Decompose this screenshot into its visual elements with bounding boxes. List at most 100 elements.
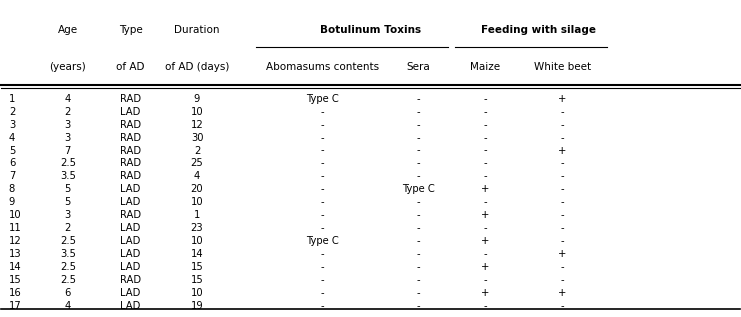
Text: +: + <box>558 94 567 104</box>
Text: 6: 6 <box>64 288 71 298</box>
Text: -: - <box>416 236 420 246</box>
Text: 20: 20 <box>190 184 203 194</box>
Text: 3.5: 3.5 <box>60 249 76 259</box>
Text: 13: 13 <box>9 249 21 259</box>
Text: White beet: White beet <box>534 62 591 72</box>
Text: Botulinum Toxins: Botulinum Toxins <box>320 25 421 35</box>
Text: of AD: of AD <box>116 62 144 72</box>
Text: -: - <box>561 275 564 285</box>
Text: -: - <box>321 171 325 181</box>
Text: -: - <box>561 210 564 220</box>
Text: 3: 3 <box>64 120 71 130</box>
Text: 4: 4 <box>9 133 15 143</box>
Text: -: - <box>483 171 487 181</box>
Text: 7: 7 <box>64 146 71 156</box>
Text: 16: 16 <box>9 288 21 298</box>
Text: -: - <box>561 301 564 311</box>
Text: -: - <box>483 249 487 259</box>
Text: -: - <box>483 223 487 233</box>
Text: -: - <box>561 171 564 181</box>
Text: -: - <box>416 275 420 285</box>
Text: 4: 4 <box>194 171 200 181</box>
Text: -: - <box>416 223 420 233</box>
Text: -: - <box>483 107 487 117</box>
Text: -: - <box>321 223 325 233</box>
Text: -: - <box>561 262 564 272</box>
Text: Age: Age <box>58 25 78 35</box>
Text: LAD: LAD <box>120 262 141 272</box>
Text: 2: 2 <box>9 107 15 117</box>
Text: LAD: LAD <box>120 107 141 117</box>
Text: 2.5: 2.5 <box>60 158 76 169</box>
Text: 10: 10 <box>9 210 21 220</box>
Text: of AD (days): of AD (days) <box>165 62 229 72</box>
Text: 3.5: 3.5 <box>60 171 76 181</box>
Text: -: - <box>321 262 325 272</box>
Text: -: - <box>321 210 325 220</box>
Text: -: - <box>483 158 487 169</box>
Text: 10: 10 <box>190 107 203 117</box>
Text: -: - <box>561 158 564 169</box>
Text: -: - <box>321 146 325 156</box>
Text: +: + <box>558 288 567 298</box>
Text: +: + <box>481 236 489 246</box>
Text: -: - <box>416 197 420 207</box>
Text: 2.5: 2.5 <box>60 236 76 246</box>
Text: 15: 15 <box>190 262 203 272</box>
Text: LAD: LAD <box>120 197 141 207</box>
Text: 12: 12 <box>9 236 21 246</box>
Text: 4: 4 <box>64 94 71 104</box>
Text: RAD: RAD <box>120 210 141 220</box>
Text: 2: 2 <box>194 146 200 156</box>
Text: -: - <box>483 94 487 104</box>
Text: 4: 4 <box>64 301 71 311</box>
Text: 15: 15 <box>190 275 203 285</box>
Text: LAD: LAD <box>120 288 141 298</box>
Text: -: - <box>561 236 564 246</box>
Text: 2: 2 <box>64 107 71 117</box>
Text: LAD: LAD <box>120 249 141 259</box>
Text: +: + <box>481 184 489 194</box>
Text: 15: 15 <box>9 275 21 285</box>
Text: -: - <box>416 301 420 311</box>
Text: RAD: RAD <box>120 120 141 130</box>
Text: +: + <box>481 262 489 272</box>
Text: 3: 3 <box>9 120 15 130</box>
Text: 11: 11 <box>9 223 21 233</box>
Text: Type C: Type C <box>306 236 339 246</box>
Text: -: - <box>321 107 325 117</box>
Text: 2: 2 <box>64 223 71 233</box>
Text: -: - <box>321 301 325 311</box>
Text: +: + <box>558 249 567 259</box>
Text: Type C: Type C <box>402 184 435 194</box>
Text: 10: 10 <box>190 197 203 207</box>
Text: 19: 19 <box>190 301 203 311</box>
Text: -: - <box>321 120 325 130</box>
Text: -: - <box>416 249 420 259</box>
Text: +: + <box>481 288 489 298</box>
Text: -: - <box>321 158 325 169</box>
Text: 23: 23 <box>190 223 203 233</box>
Text: -: - <box>321 133 325 143</box>
Text: 9: 9 <box>9 197 15 207</box>
Text: -: - <box>416 171 420 181</box>
Text: -: - <box>321 184 325 194</box>
Text: -: - <box>483 133 487 143</box>
Text: 6: 6 <box>9 158 15 169</box>
Text: RAD: RAD <box>120 171 141 181</box>
Text: -: - <box>561 133 564 143</box>
Text: -: - <box>416 133 420 143</box>
Text: 1: 1 <box>9 94 15 104</box>
Text: -: - <box>483 197 487 207</box>
Text: 14: 14 <box>190 249 203 259</box>
Text: LAD: LAD <box>120 301 141 311</box>
Text: Duration: Duration <box>174 25 220 35</box>
Text: 1: 1 <box>194 210 200 220</box>
Text: 9: 9 <box>194 94 200 104</box>
Text: -: - <box>321 197 325 207</box>
Text: -: - <box>483 301 487 311</box>
Text: -: - <box>483 120 487 130</box>
Text: Abomasums contents: Abomasums contents <box>266 62 379 72</box>
Text: -: - <box>416 94 420 104</box>
Text: +: + <box>481 210 489 220</box>
